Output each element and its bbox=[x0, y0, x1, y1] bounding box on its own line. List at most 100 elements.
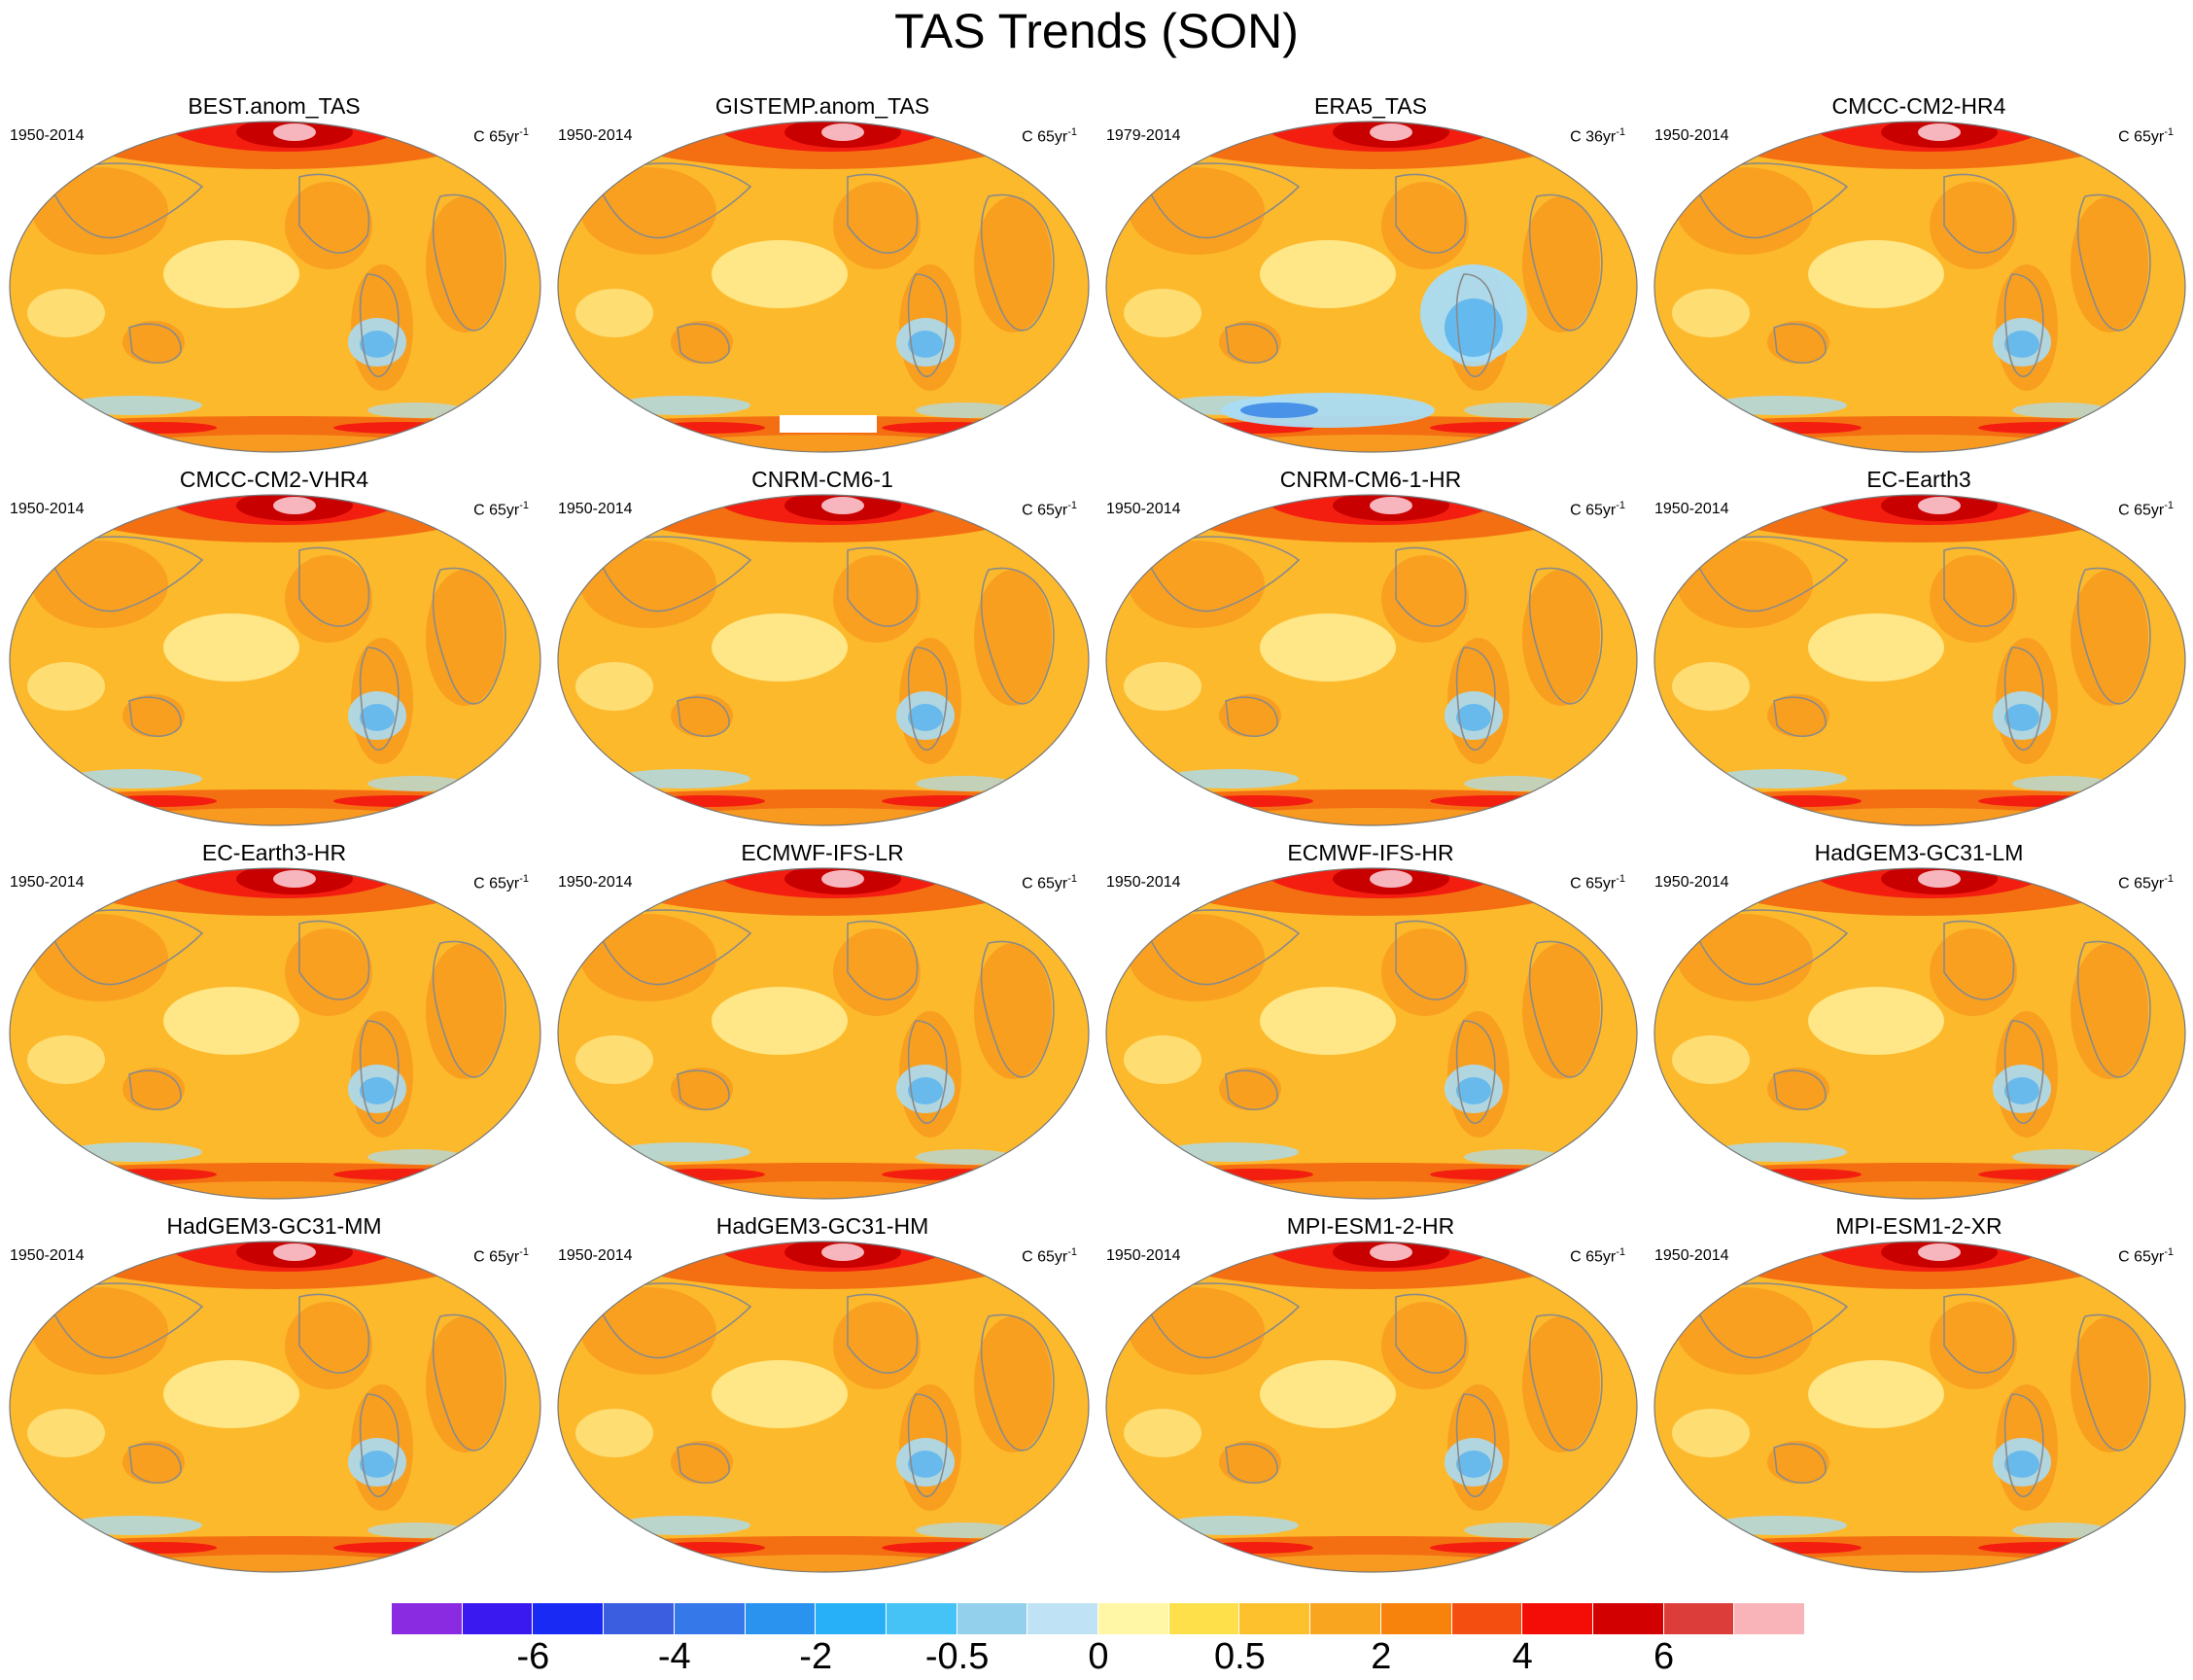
tropical-pacific-pale bbox=[163, 240, 299, 308]
panel-units: C 65yr-1 bbox=[2118, 1242, 2174, 1267]
coastline bbox=[298, 920, 370, 1000]
panel-period: 1950-2014 bbox=[558, 501, 633, 517]
map-boundary bbox=[1105, 494, 1638, 826]
indian-ocean-pale bbox=[1124, 662, 1201, 711]
coastline bbox=[45, 909, 204, 986]
tropical-pacific-pale bbox=[712, 613, 848, 682]
robinson-map bbox=[1653, 121, 2186, 453]
coastline bbox=[1773, 696, 1827, 737]
map-panel: GISTEMP.anom_TAS 1950-2014 C 65yr-1 bbox=[548, 93, 1096, 468]
coastline bbox=[677, 1443, 730, 1484]
southern-ocean-cooling bbox=[66, 396, 202, 415]
antarctic-band-west bbox=[100, 422, 217, 434]
panel-units-text: C 65yr bbox=[2118, 875, 2165, 892]
map-boundary bbox=[1653, 494, 2186, 826]
map-boundary bbox=[9, 494, 541, 826]
colorbar-tick-label: -0.5 bbox=[924, 1636, 990, 1677]
arctic-warming-max bbox=[821, 123, 864, 141]
southern-pacific-cooling-core bbox=[1456, 1077, 1491, 1104]
arctic-warming-max bbox=[273, 1243, 316, 1261]
coastline bbox=[128, 696, 182, 737]
panel-title: MPI-ESM1-2-XR bbox=[1835, 1213, 2002, 1239]
southern-pacific-cooling-core bbox=[2004, 1451, 2039, 1478]
land-australia bbox=[671, 1068, 733, 1110]
coastline bbox=[298, 1293, 370, 1374]
southern-ocean-cooling bbox=[614, 1142, 750, 1162]
southern-ocean-cooling-east bbox=[916, 402, 1013, 418]
indian-ocean-pale bbox=[27, 1035, 105, 1084]
map-panel: EC-Earth3-HR 1950-2014 C 65yr-1 bbox=[0, 840, 548, 1214]
southern-ocean-cooling-east bbox=[2012, 1149, 2109, 1165]
coastline bbox=[45, 1282, 204, 1359]
land-north-america bbox=[285, 555, 372, 643]
panel-period: 1979-2014 bbox=[1106, 127, 1181, 144]
southern-ocean-cooling-east bbox=[1464, 1149, 1561, 1165]
panel-units-exponent: -1 bbox=[519, 873, 529, 885]
robinson-map bbox=[557, 494, 1090, 826]
southern-ocean-cooling bbox=[1163, 769, 1299, 788]
southern-pacific-cooling-core bbox=[1456, 704, 1491, 731]
map-boundary bbox=[557, 1241, 1090, 1573]
missing-data-region bbox=[780, 415, 877, 433]
land-north-america bbox=[833, 1302, 921, 1389]
panel-period: 1950-2014 bbox=[10, 1247, 85, 1264]
colorbar-swatch bbox=[1168, 1603, 1240, 1634]
southern-ocean-cooling-east bbox=[2012, 402, 2109, 418]
land-africa-europe bbox=[974, 570, 1052, 706]
robinson-map bbox=[9, 121, 541, 453]
coastline bbox=[593, 536, 752, 612]
coastline bbox=[1689, 536, 1849, 612]
land-asia bbox=[580, 541, 716, 628]
panel-units: C 65yr-1 bbox=[1022, 122, 1077, 147]
panel-units-text: C 65yr bbox=[473, 502, 520, 519]
southern-ocean-cooling-east bbox=[2012, 1522, 2109, 1538]
panel-units: C 65yr-1 bbox=[1570, 496, 1625, 520]
colorbar-swatch bbox=[1027, 1603, 1099, 1634]
map-panel: CNRM-CM6-1-HR 1950-2014 C 65yr-1 bbox=[1096, 467, 1645, 841]
antarctic-band-west bbox=[1197, 1542, 1313, 1554]
coastline bbox=[1225, 323, 1278, 364]
southern-ocean-cooling bbox=[1711, 396, 1847, 415]
colorbar-tick-label: -6 bbox=[516, 1636, 550, 1677]
arctic-warming-max bbox=[1918, 123, 1961, 141]
panel-period: 1950-2014 bbox=[10, 501, 85, 517]
coastline bbox=[2003, 1020, 2044, 1125]
coastline bbox=[593, 1282, 752, 1359]
coastline bbox=[1455, 1020, 1496, 1125]
panel-period: 1950-2014 bbox=[558, 874, 633, 891]
tropical-pacific-pale bbox=[1260, 987, 1396, 1055]
land-asia bbox=[1677, 167, 1813, 255]
panel-title: MPI-ESM1-2-HR bbox=[1286, 1213, 1455, 1239]
coastline bbox=[1943, 173, 2015, 254]
coastline bbox=[2003, 1393, 2044, 1498]
coastline bbox=[980, 1313, 1055, 1452]
panel-units-exponent: -1 bbox=[1616, 873, 1625, 885]
coastline bbox=[1689, 1282, 1849, 1359]
southern-ocean-cooling-east bbox=[916, 1522, 1013, 1538]
southern-pacific-cooling-core bbox=[2004, 1077, 2039, 1104]
indian-ocean-pale bbox=[27, 289, 105, 337]
southern-ocean-cooling bbox=[1163, 1516, 1299, 1535]
map-panel: CNRM-CM6-1 1950-2014 C 65yr-1 bbox=[548, 467, 1096, 841]
southern-ocean-cooling-east bbox=[367, 1522, 465, 1538]
coastline bbox=[1528, 193, 1603, 332]
robinson-map bbox=[1105, 867, 1638, 1200]
coastline bbox=[359, 647, 400, 752]
indian-ocean-pale bbox=[1672, 662, 1750, 711]
map-boundary bbox=[1105, 867, 1638, 1200]
southern-ocean-cooling-east bbox=[1464, 776, 1561, 791]
antarctic-band-west bbox=[1197, 795, 1313, 807]
panel-units: C 65yr-1 bbox=[1570, 1242, 1625, 1267]
colorbar-swatch bbox=[957, 1603, 1028, 1634]
land-asia bbox=[580, 167, 716, 255]
panel-units-text: C 65yr bbox=[1022, 502, 1068, 519]
panel-title: EC-Earth3 bbox=[1866, 467, 1971, 492]
coastline bbox=[2076, 193, 2151, 332]
indian-ocean-pale bbox=[575, 1409, 653, 1457]
southern-pacific-cooling-core bbox=[2004, 331, 2039, 358]
coastline bbox=[1395, 546, 1467, 627]
land-australia bbox=[122, 694, 185, 737]
coastline bbox=[298, 546, 370, 627]
coastline bbox=[677, 696, 730, 737]
colorbar-tick-label: 0 bbox=[1088, 1636, 1109, 1677]
